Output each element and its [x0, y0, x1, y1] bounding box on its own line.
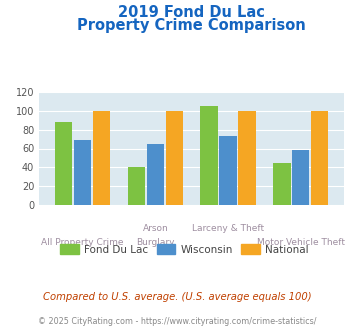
Bar — [165, 111, 183, 205]
Bar — [292, 150, 310, 205]
Bar — [238, 111, 256, 205]
Bar — [219, 136, 237, 205]
Bar — [147, 144, 164, 205]
Text: Compared to U.S. average. (U.S. average equals 100): Compared to U.S. average. (U.S. average … — [43, 292, 312, 302]
Bar — [55, 122, 72, 205]
Text: All Property Crime: All Property Crime — [42, 238, 124, 247]
Bar — [74, 140, 91, 205]
Bar — [273, 163, 290, 205]
Text: Larceny & Theft: Larceny & Theft — [192, 224, 264, 233]
Text: Arson: Arson — [142, 224, 168, 233]
Text: Property Crime Comparison: Property Crime Comparison — [77, 18, 306, 33]
Bar — [93, 111, 110, 205]
Bar — [201, 106, 218, 205]
Text: Motor Vehicle Theft: Motor Vehicle Theft — [257, 238, 345, 247]
Bar — [311, 111, 328, 205]
Text: © 2025 CityRating.com - https://www.cityrating.com/crime-statistics/: © 2025 CityRating.com - https://www.city… — [38, 317, 317, 326]
Legend: Fond Du Lac, Wisconsin, National: Fond Du Lac, Wisconsin, National — [56, 240, 313, 259]
Text: 2019 Fond Du Lac: 2019 Fond Du Lac — [118, 5, 265, 20]
Text: Burglary: Burglary — [136, 238, 175, 247]
Bar — [128, 167, 145, 205]
